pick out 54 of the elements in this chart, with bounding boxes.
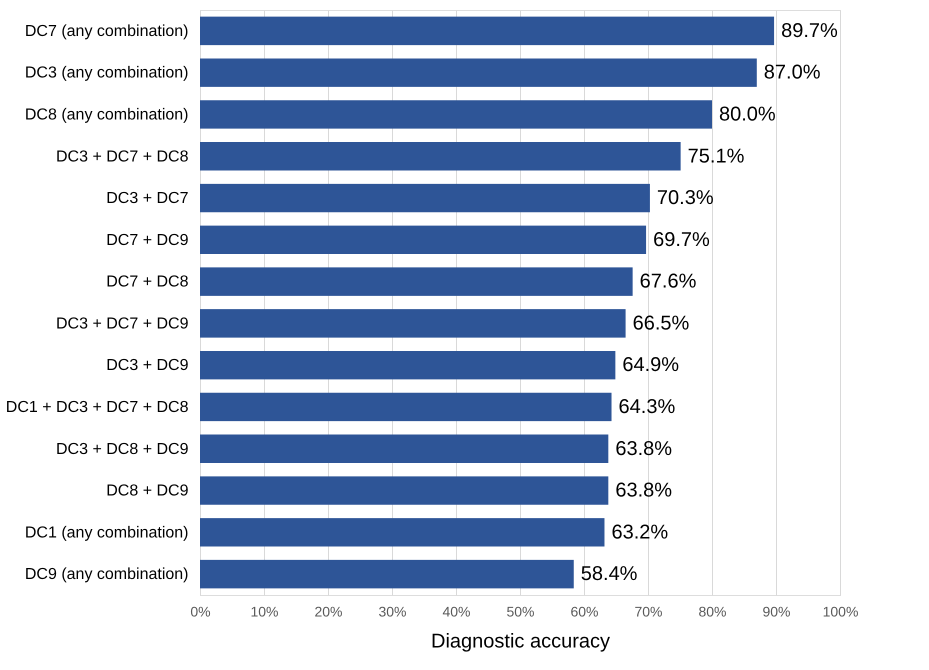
y-tick-label: DC3 + DC8 + DC9 [56, 440, 189, 458]
bar [200, 434, 608, 463]
y-tick-label: DC7 (any combination) [24, 22, 188, 40]
y-tick-label: DC3 + DC7 [106, 190, 189, 208]
data-label: 63.8% [615, 438, 672, 460]
bar [200, 309, 626, 338]
bar [200, 100, 712, 129]
bar [200, 142, 681, 170]
x-tick-label: 30% [378, 604, 407, 620]
data-label: 67.6% [640, 270, 697, 293]
y-tick-label: DC9 (any combination) [24, 566, 188, 584]
x-tick-label: 50% [506, 604, 535, 620]
data-label: 63.8% [615, 480, 672, 502]
bar [200, 184, 650, 212]
data-label: 64.3% [618, 396, 676, 418]
y-tick-label: DC8 + DC9 [106, 482, 189, 500]
y-tick-label: DC8 (any combination) [24, 106, 188, 124]
bar [200, 350, 616, 380]
bar [200, 392, 612, 422]
y-tick-label: DC3 + DC9 [106, 357, 189, 374]
x-tick-label: 0% [190, 604, 211, 620]
y-tick-label: DC3 + DC7 + DC8 [56, 148, 189, 166]
bar [200, 476, 608, 505]
y-tick-label: DC3 + DC7 + DC9 [56, 315, 189, 332]
data-label: 89.7% [781, 20, 838, 42]
x-tick-label: 60% [570, 604, 599, 620]
bar [200, 58, 757, 87]
y-tick-label: DC1 (any combination) [24, 524, 188, 542]
data-label: 70.3% [656, 187, 714, 210]
data-label: 75.1% [688, 145, 745, 168]
bar [200, 267, 633, 296]
x-tick-label: 40% [442, 604, 471, 620]
data-label: 64.9% [622, 354, 680, 376]
x-tick-label: 100% [822, 604, 858, 620]
x-tick-label: 80% [698, 604, 727, 620]
data-label: 63.2% [611, 521, 668, 544]
y-tick-label: DC1 + DC3 + DC7 + DC8 [6, 398, 189, 416]
data-label: 87.0% [764, 62, 821, 84]
x-tick-label: 70% [634, 604, 663, 620]
data-label: 66.5% [632, 312, 690, 334]
x-tick-label: 90% [762, 604, 791, 620]
x-tick-label: 20% [314, 604, 343, 620]
y-tick-label: DC7 + DC9 [106, 232, 189, 249]
y-tick-label: DC3 (any combination) [24, 64, 188, 82]
x-axis-title: Diagnostic accuracy [431, 630, 610, 652]
bar [200, 16, 774, 46]
y-tick-label: DC7 + DC8 [106, 274, 189, 291]
x-tick-label: 10% [250, 604, 279, 620]
bar [200, 560, 574, 588]
data-label: 58.4% [580, 563, 638, 586]
bar [200, 226, 646, 254]
data-label: 80.0% [719, 103, 776, 126]
bar [200, 518, 604, 547]
data-label: 69.7% [653, 228, 710, 251]
